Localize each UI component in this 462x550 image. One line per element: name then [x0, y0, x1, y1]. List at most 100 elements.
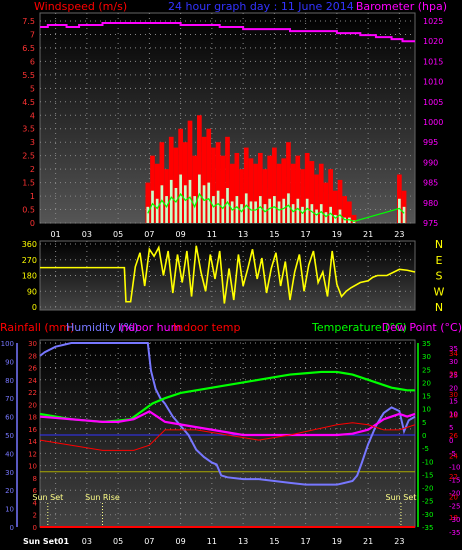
wind-avg-bar	[338, 209, 342, 223]
wind-gust-bar	[187, 120, 193, 223]
wind-avg-bar	[212, 196, 215, 223]
wind-avg-bar	[291, 204, 295, 223]
wind-gust-bar	[211, 147, 216, 223]
wind-series	[40, 22, 415, 223]
wind-gust-bar	[234, 152, 240, 223]
barometer-y-tick: 1010	[423, 78, 443, 87]
dir-y-tick: 270	[22, 256, 37, 265]
temp-x-tick: 03	[82, 537, 92, 546]
temp-y-tick: 0	[422, 432, 426, 440]
indoor-y-tick: 18	[449, 514, 458, 522]
wind-avg-bar	[183, 185, 187, 223]
wind-x-tick: 21	[363, 230, 373, 239]
wind-gust-bar	[201, 136, 207, 223]
wind-x-tick: 13	[238, 230, 248, 239]
wind-gust-bar	[267, 155, 273, 223]
sun-event-label: Sun Rise	[85, 493, 120, 502]
humidity-y-tick: 10	[5, 506, 14, 514]
rain-y-tick: 30	[28, 340, 37, 348]
barometer-y-tick: 995	[423, 138, 438, 147]
dir-y-tick: 360	[22, 240, 37, 249]
dir-y-tick: 0	[32, 303, 37, 312]
wind-gust-bar	[150, 155, 155, 223]
dew-y-tick: 25	[449, 371, 458, 379]
temp-x-tick: 19	[332, 537, 342, 546]
wind-avg-bar	[244, 193, 248, 223]
wind-gust-bar	[286, 142, 291, 223]
wind-gust-bar	[154, 163, 160, 223]
barometer-y-tick: 1015	[423, 57, 443, 66]
wind-y-tick: 6	[30, 57, 35, 66]
sun-event-label: Sun Set	[32, 493, 63, 502]
dew-y-tick: -15	[449, 476, 460, 484]
temp-x-tick: Sun Set01	[23, 537, 70, 546]
wind-avg-bar	[324, 212, 328, 223]
wind-x-tick: 07	[144, 230, 154, 239]
wind-gust-bar	[304, 152, 310, 223]
wind-x-tick: 17	[301, 230, 311, 239]
indoor-y-tick: 32	[449, 371, 458, 379]
barometer-y-tick: 1025	[423, 17, 443, 26]
temperature-axis-title: Temperature (°C)	[311, 321, 407, 334]
dir-compass-tick: N	[435, 238, 443, 251]
rain-y-tick: 24	[28, 377, 37, 385]
humidity-y-tick: 60	[5, 414, 14, 422]
wind-avg-bar	[333, 214, 337, 223]
humidity-y-tick: 30	[5, 469, 14, 477]
wind-avg-bar	[301, 206, 304, 223]
wind-y-tick: 5	[30, 84, 35, 93]
sun-event-label: Sun Set	[385, 493, 416, 502]
temp-y-tick: 5	[422, 419, 426, 427]
wind-gust-bar	[332, 190, 338, 223]
direction-series	[40, 245, 416, 304]
wind-direction-line	[40, 245, 416, 304]
wind-x-tick: 01	[51, 230, 61, 239]
wind-avg-bar	[305, 198, 309, 223]
wind-gust-bar	[342, 196, 348, 223]
temp-y-tick: -20	[422, 485, 433, 493]
rain-y-tick: 2	[33, 512, 37, 520]
wind-gust-bar	[314, 174, 319, 223]
wind-avg-bar	[310, 204, 314, 223]
indoor-temp-line	[39, 422, 416, 451]
rain-y-tick: 14	[28, 438, 37, 446]
temp-y-tick: -35	[422, 524, 433, 532]
wind-avg-bar	[402, 206, 406, 223]
humidity-y-tick: 50	[5, 432, 14, 440]
temp-x-tick: 15	[269, 537, 279, 546]
wind-avg-bar	[398, 198, 401, 223]
rain-y-tick: 26	[28, 365, 37, 373]
temp-x-tick: 09	[176, 537, 186, 546]
humidity-y-tick: 20	[5, 487, 14, 495]
wind-gust-bar	[281, 158, 287, 223]
dew-y-tick: 0	[449, 437, 453, 445]
rain-y-tick: 18	[28, 414, 37, 422]
wind-gust-bar	[145, 182, 151, 223]
graph-title: 24 hour graph day : 11 June 2014	[168, 0, 354, 13]
temp-x-tick: 05	[113, 537, 123, 546]
wind-gust-bar	[182, 142, 188, 223]
wind-y-tick: 4.5	[22, 98, 35, 107]
wind-gust-bar	[206, 128, 212, 223]
wind-avg-bar	[282, 198, 286, 223]
wind-x-tick: 15	[269, 230, 279, 239]
temp-x-tick: 07	[144, 537, 154, 546]
temp-y-tick: 20	[422, 379, 431, 387]
wind-gust-bar	[159, 142, 165, 223]
humidity-y-tick: 40	[5, 450, 14, 458]
wind-avg-bar	[221, 198, 225, 223]
temp-y-tick: -15	[422, 471, 433, 479]
dew-y-tick: -35	[449, 529, 460, 537]
wind-gust-bar	[337, 179, 343, 223]
tick-labels: 0 0.5 1 1.5 2 2.5 3 3.5 4 4.5 5 5.5 6 6.5 7 7.5 975 980 98…	[1, 17, 461, 546]
barometer-y-tick: 1020	[423, 37, 443, 46]
wind-avg-bar	[198, 174, 201, 223]
dir-compass-tick: N	[435, 301, 443, 314]
wind-gust-bar	[347, 201, 352, 223]
wind-avg-bar	[226, 187, 229, 223]
wind-x-tick: 09	[176, 230, 186, 239]
dewpoint-axis-title: Dew Point (°C)	[382, 321, 462, 334]
temp-y-tick: -30	[422, 511, 433, 519]
dew-y-tick: -5	[449, 450, 456, 458]
temp-x-tick: 23	[394, 537, 404, 546]
